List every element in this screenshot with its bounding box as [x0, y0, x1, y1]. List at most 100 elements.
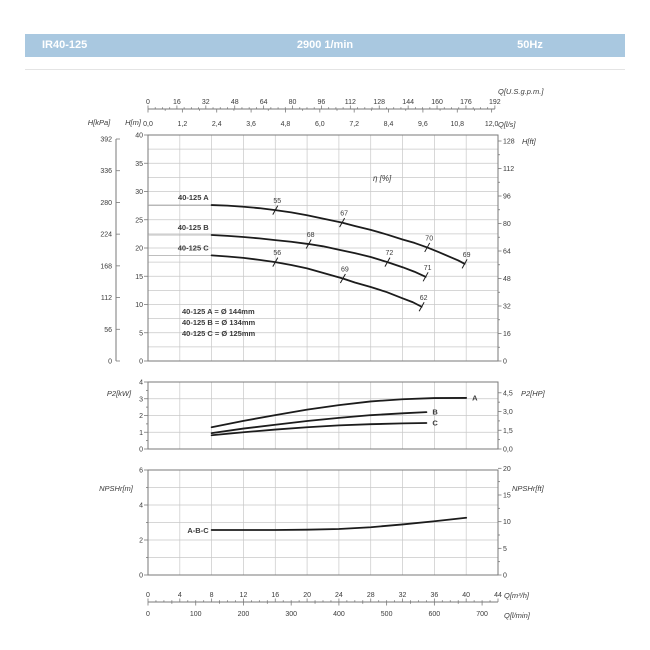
curve-40-125-C: [210, 254, 423, 308]
curve-name-label: A-B-C: [187, 526, 209, 535]
axis-title-ls: Q[l/s]: [498, 120, 516, 129]
curve-name-label: C: [432, 419, 438, 428]
efficiency-value-label: 62: [420, 295, 428, 302]
ls-tick-label: 12,0: [485, 121, 499, 128]
ft-tick-label: 96: [503, 194, 511, 201]
hp-tick-label: 4,5: [503, 390, 513, 397]
m-tick-label: 40: [135, 133, 143, 140]
lmin-tick-label: 100: [190, 611, 202, 618]
hp-tick-label: 3,0: [503, 409, 513, 416]
npshft-tick-label: 20: [503, 466, 511, 473]
head-chart-annotations: 40-125 A 40-125 B 40-125 C η [%] 40-125 A = …: [178, 174, 392, 338]
kpa-tick-label: 56: [104, 327, 112, 334]
npshm-tick-label: 0: [139, 573, 143, 580]
curve-name-label: B: [432, 408, 438, 417]
ft-tick-label: 112: [503, 166, 514, 173]
gpm-tick-label: 112: [345, 99, 356, 106]
axis-power: 4 3 2 1 0 4,5 3,0 1,5 0,0 P2[kW] P2[HP]: [107, 380, 546, 454]
curve-A: [210, 397, 468, 429]
curve-A-B-C: [210, 516, 468, 531]
axis-title-p2kw: P2[kW]: [107, 389, 132, 398]
axis-title-m: H[m]: [125, 118, 142, 127]
npshft-tick-label: 0: [503, 573, 507, 580]
axis-title-p2hp: P2[HP]: [521, 389, 546, 398]
axis-title-kpa: H[kPa]: [88, 118, 111, 127]
efficiency-value-label: 67: [340, 211, 348, 218]
npshm-tick-label: 2: [139, 538, 143, 545]
ft-tick-label: 64: [503, 249, 511, 256]
npshft-tick-label: 15: [503, 492, 511, 499]
hp-tick-label: 0,0: [503, 447, 513, 454]
ls-tick-label: 1,2: [177, 121, 187, 128]
ft-tick-label: 128: [503, 139, 515, 146]
m3h-tick-label: 40: [462, 592, 470, 599]
power_chart-grid: [147, 381, 499, 450]
m3h-tick-label: 4: [178, 592, 182, 599]
npshft-tick-label: 5: [503, 546, 507, 553]
ft-tick-label: 16: [503, 331, 511, 338]
lmin-tick-label: 500: [381, 611, 393, 618]
m-tick-label: 0: [139, 359, 143, 366]
impeller-diameter-label: 40-125 C = Ø 125mm: [182, 329, 256, 338]
ls-tick-label: 6,0: [315, 121, 325, 128]
m-tick-label: 25: [135, 217, 143, 224]
npshft-tick-label: 10: [503, 519, 511, 526]
gpm-tick-label: 160: [431, 99, 443, 106]
kw-tick-label: 2: [139, 413, 143, 420]
gpm-tick-label: 48: [231, 99, 239, 106]
axis-title-npshm: NPSHr[m]: [99, 484, 134, 493]
efficiency-tick: [424, 242, 431, 253]
m3h-tick-label: 36: [430, 592, 438, 599]
kw-tick-label: 0: [139, 447, 143, 454]
gpm-tick-label: 32: [202, 99, 210, 106]
gpm-tick-label: 192: [489, 99, 501, 106]
gpm-tick-label: 144: [402, 99, 414, 106]
efficiency-tick: [339, 273, 346, 284]
efficiency-tick: [305, 239, 312, 249]
efficiency-value-label: 69: [341, 267, 349, 274]
efficiency-value-label: 55: [273, 198, 281, 205]
m3h-tick-label: 12: [240, 592, 248, 599]
curve-name-label: 40-125 C: [178, 243, 209, 252]
gpm-tick-label: 0: [146, 99, 150, 106]
lmin-tick-label: 0: [146, 611, 150, 618]
header-bar: IR40-125 2900 1/min 50Hz: [25, 34, 625, 57]
kw-tick-label: 4: [139, 380, 143, 387]
kpa-tick-label: 168: [100, 263, 112, 270]
efficiency-tick: [272, 205, 279, 215]
kpa-tick-label: 0: [108, 359, 112, 366]
gpm-tick-label: 80: [289, 99, 297, 106]
m3h-tick-label: 8: [210, 592, 214, 599]
impeller-diameter-label: 40-125 A = Ø 144mm: [182, 307, 255, 316]
lmin-tick-label: 700: [476, 611, 488, 618]
m-tick-label: 35: [135, 161, 143, 168]
ls-tick-label: 2,4: [212, 121, 222, 128]
kpa-tick-label: 336: [100, 168, 112, 175]
pump-speed-label: 2900 1/min: [296, 39, 354, 51]
npsh-chart-annotations: A-B-C: [187, 526, 209, 535]
lmin-tick-label: 600: [429, 611, 441, 618]
gpm-tick-label: 96: [318, 99, 326, 106]
kw-tick-label: 3: [139, 396, 143, 403]
m3h-tick-label: 16: [271, 592, 279, 599]
kpa-tick-label: 392: [100, 137, 112, 144]
ft-tick-label: 32: [503, 304, 511, 311]
efficiency-tick: [272, 257, 279, 267]
m3h-tick-label: 24: [335, 592, 343, 599]
m-tick-label: 20: [135, 246, 143, 253]
m-tick-label: 5: [139, 330, 143, 337]
ls-tick-label: 8,4: [384, 121, 394, 128]
axis-title-m3h: Q[m³/h]: [504, 591, 530, 600]
efficiency-value-label: 72: [386, 250, 394, 257]
ft-tick-label: 48: [503, 276, 511, 283]
npshm-tick-label: 4: [139, 503, 143, 510]
efficiency-value-label: 70: [425, 235, 433, 242]
efficiency-tick: [339, 217, 346, 228]
power-chart-annotations: A BC: [432, 393, 478, 427]
hp-tick-label: 1,5: [503, 428, 513, 435]
ft-tick-label: 0: [503, 359, 507, 366]
head_chart-grid: [147, 134, 499, 362]
curve-name-label: A: [472, 393, 478, 402]
